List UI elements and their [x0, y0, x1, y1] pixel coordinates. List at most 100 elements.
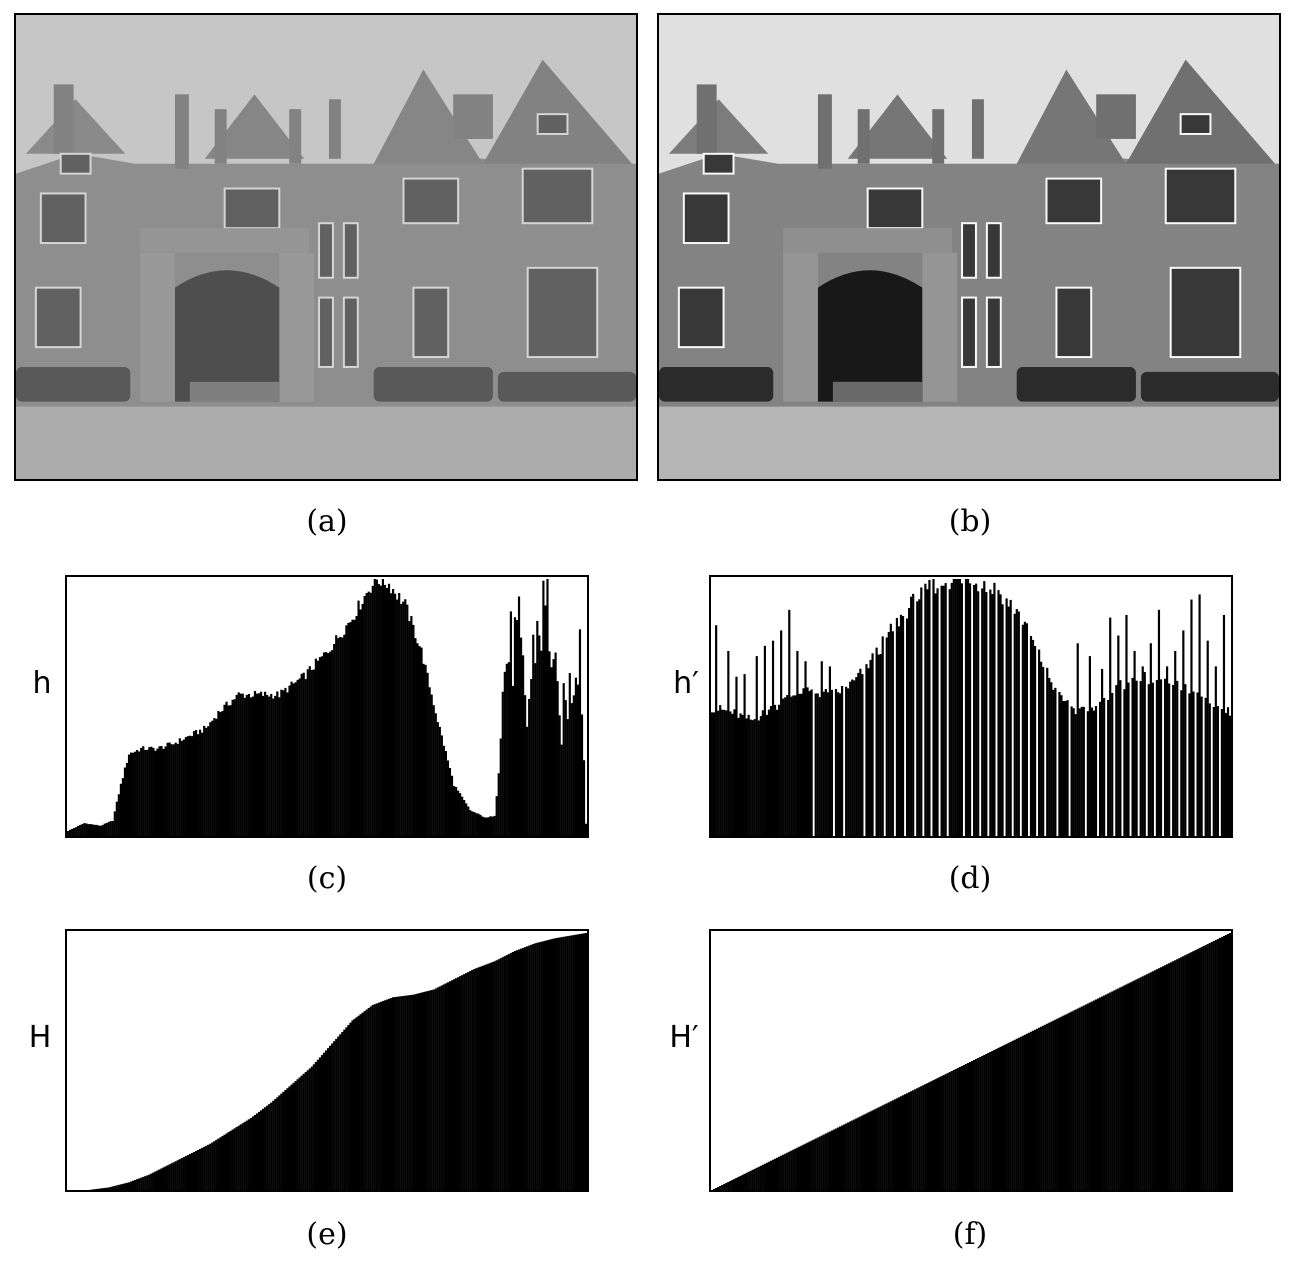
- cum-original-bar: [564, 936, 567, 1190]
- cum-original-bar: [286, 1088, 289, 1190]
- cum-original-bar: [197, 1149, 200, 1190]
- hist-original-bar: [499, 738, 502, 836]
- cum-equalized-bar: [861, 1115, 864, 1190]
- hist-original-bar: [432, 705, 435, 836]
- hist-equalized-bar: [895, 617, 899, 836]
- hist-equalized-bar: [1023, 621, 1026, 836]
- hist-original-bar: [394, 593, 397, 836]
- cum-original-bar: [341, 1031, 344, 1190]
- hist-original-bar: [276, 691, 279, 836]
- hist-equalized-bar: [1212, 706, 1215, 836]
- cum-original-bar: [367, 1008, 370, 1190]
- window: [1179, 113, 1212, 135]
- hist-original-bar: [528, 698, 531, 836]
- cum-equalized-bar: [1015, 1038, 1018, 1190]
- cum-original-bar: [385, 999, 389, 1190]
- hist-original-bar: [501, 691, 504, 836]
- cum-equalized-bar: [828, 1131, 831, 1190]
- hist-original-bar: [186, 736, 190, 836]
- cum-equalized-bar: [962, 1065, 966, 1190]
- chimney: [857, 109, 870, 164]
- hist-original-bar: [584, 823, 587, 836]
- cum-original-bar: [473, 968, 476, 1190]
- cum-equalized-bar: [739, 1175, 742, 1190]
- cum-equalized-bar: [1025, 1033, 1029, 1190]
- hist-original-bar: [314, 658, 317, 836]
- cum-equalized-bar: [1080, 1006, 1083, 1190]
- cum-original-bar: [233, 1128, 236, 1190]
- hist-original-bar: [402, 601, 405, 836]
- hist-equalized-bar: [1009, 599, 1012, 836]
- cum-original-bar: [509, 953, 512, 1190]
- hist-equalized-bar: [1111, 692, 1114, 836]
- cum-equalized-bar: [873, 1109, 876, 1190]
- hist-original-bar: [452, 786, 456, 836]
- hist-original-bar: [422, 663, 425, 836]
- cum-equalized-bar: [1033, 1029, 1037, 1190]
- hist-equalized-bar: [851, 679, 854, 836]
- cum-original-bar: [91, 1189, 94, 1190]
- cum-equalized-bar: [743, 1173, 746, 1190]
- hist-equalized-bar: [1180, 690, 1183, 836]
- cum-original-bar: [426, 991, 429, 1190]
- hist-original-bar: [87, 824, 90, 836]
- cum-original-bar: [322, 1052, 326, 1190]
- hist-equalized-bar: [1013, 613, 1016, 836]
- balcony: [783, 228, 953, 253]
- hist-original-bar: [560, 744, 563, 836]
- hist-original-bar: [127, 754, 131, 836]
- cum-equalized-bar: [778, 1156, 781, 1190]
- hist-original-bar: [341, 637, 344, 836]
- cum-equalized-bar: [1135, 979, 1138, 1190]
- hist-equalized-bar: [830, 689, 834, 836]
- hist-original-bar: [211, 720, 214, 836]
- hist-original-bar: [363, 595, 366, 836]
- cum-equalized-bar: [973, 1059, 976, 1190]
- hist-equalized-bar: [999, 594, 1002, 836]
- cum-equalized-bar: [847, 1122, 850, 1190]
- cum-equalized-bar: [784, 1153, 787, 1190]
- cum-equalized-bar: [901, 1095, 905, 1190]
- cum-original-bar: [314, 1062, 317, 1190]
- hist-original-bar: [192, 731, 196, 836]
- cum-equalized-bar: [1188, 953, 1191, 1190]
- hist-original-bar: [304, 679, 307, 836]
- hist-original-bar: [428, 687, 431, 836]
- cum-original-bar: [213, 1141, 216, 1190]
- hist-original-bar: [170, 744, 173, 836]
- hist-equalized-bar: [841, 685, 844, 836]
- cum-equalized-bar: [794, 1148, 797, 1190]
- cum-original-bar: [140, 1177, 143, 1190]
- hist-original-bar: [205, 727, 208, 836]
- hist-equalized-bar: [721, 709, 724, 836]
- cum-original-bar: [138, 1178, 141, 1190]
- hist-original-bar: [337, 638, 340, 836]
- hist-equalized-bar: [822, 691, 825, 836]
- cum-original-bar: [463, 974, 466, 1190]
- hist-original-bar: [540, 650, 543, 836]
- hist-original-bar: [552, 659, 555, 836]
- cum-original-bar: [136, 1179, 139, 1190]
- cum-original-bar: [105, 1187, 108, 1190]
- hist-equalized-bar: [1133, 650, 1136, 836]
- cum-original-bar: [247, 1119, 250, 1190]
- cum-equalized-bar: [1092, 1000, 1096, 1190]
- cum-equalized-bar: [940, 1076, 943, 1190]
- hist-original-bar: [97, 825, 100, 836]
- window: [412, 286, 450, 359]
- cum-original-bar: [300, 1075, 303, 1190]
- hist-equalized-bar: [792, 695, 795, 836]
- hist-original-bar: [150, 746, 153, 836]
- cum-equalized-bar: [1184, 955, 1187, 1190]
- hist-original-bar: [103, 823, 106, 836]
- hist-original-bar: [404, 599, 407, 836]
- hist-original-bar: [387, 583, 391, 836]
- hist-original-bar: [412, 624, 415, 836]
- cum-original-bar: [467, 972, 470, 1190]
- hist-equalized-bar: [780, 630, 783, 836]
- cum-original-bar: [528, 945, 531, 1190]
- hist-equalized-bar: [1125, 614, 1128, 836]
- hist-original-bar: [324, 652, 328, 836]
- cum-equalized-bar: [995, 1048, 998, 1190]
- photo-equalized-image: [659, 15, 1279, 479]
